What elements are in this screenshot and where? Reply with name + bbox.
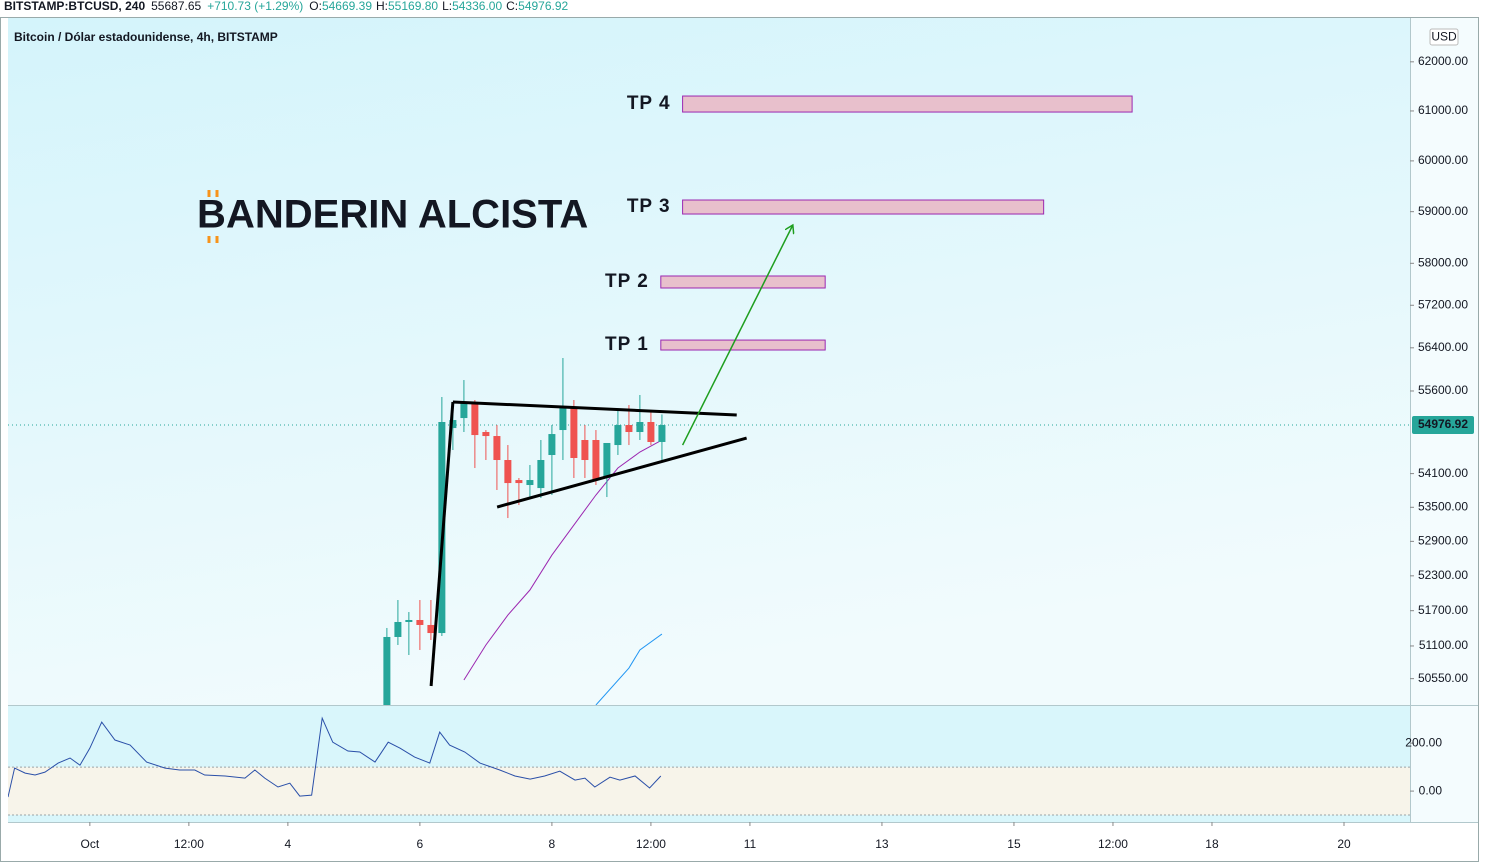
- ohlc-label: L:: [442, 0, 452, 13]
- candle-body: [449, 420, 457, 429]
- target-label: TP 3: [627, 196, 671, 217]
- ohlc-value: 54669.39: [322, 0, 372, 13]
- x-tick-label: 18: [1205, 837, 1219, 851]
- main-plot: TP 4 TP 3 TP 2 TP 1: [8, 93, 1410, 705]
- candle-body: [647, 422, 655, 442]
- x-tick-label: 12:00: [636, 837, 666, 851]
- x-tick-label: 20: [1337, 837, 1351, 851]
- y-tick-label: 57200.00: [1418, 297, 1468, 311]
- target-label: TP 1: [605, 334, 649, 355]
- chart-title: Bitcoin / Dólar estadounidense, 4h, BITS…: [14, 30, 278, 44]
- frame: [0, 17, 1479, 862]
- y-tick-label: 0.00: [1419, 783, 1443, 797]
- trend-line: [429, 401, 455, 687]
- candle-body: [383, 636, 391, 705]
- target-label: TP 4: [627, 93, 671, 114]
- currency: USD: [1431, 30, 1457, 44]
- moving-average: [595, 633, 663, 705]
- trend-line: [452, 400, 737, 417]
- symbol: BITSTAMP:BTCUSD, 240: [4, 0, 145, 13]
- target-label: TP 2: [605, 271, 649, 292]
- y-tick-label: 50550.00: [1418, 671, 1468, 685]
- x-tick-label: 4: [285, 837, 292, 851]
- moving-average: [463, 439, 663, 681]
- x-tick-label: 15: [1007, 837, 1021, 851]
- ohlc-label: O:: [309, 0, 322, 13]
- trend-line: [496, 436, 748, 509]
- y-tick-label: 59000.00: [1418, 204, 1468, 218]
- ohlc-value: 55169.80: [388, 0, 438, 13]
- candle-body: [504, 460, 512, 484]
- y-tick-label: 61000.00: [1418, 103, 1468, 117]
- banner: B ANDERIN ALCISTA: [197, 190, 588, 243]
- candle-body: [559, 406, 567, 431]
- x-tick-label: 12:00: [174, 837, 204, 851]
- candle-body: [570, 406, 578, 459]
- banner-text: ANDERIN ALCISTA: [226, 193, 588, 237]
- candle-body: [581, 440, 589, 461]
- target-zone: [660, 339, 826, 351]
- y-tick-label: 60000.00: [1418, 153, 1468, 167]
- y-tick-label: 62000.00: [1418, 54, 1468, 68]
- candle-body: [460, 402, 468, 419]
- ohlc-value: 54976.92: [518, 0, 568, 13]
- candle-body: [592, 440, 600, 481]
- ohlc-label: C:: [506, 0, 518, 13]
- y-tick-label: 56400.00: [1418, 340, 1468, 354]
- candle-body: [394, 621, 402, 637]
- y-tick-label: 52300.00: [1418, 568, 1468, 582]
- band-fill: [8, 767, 1410, 816]
- candle-body: [526, 480, 534, 486]
- candle-body: [548, 434, 556, 456]
- ohlc-value: 54336.00: [452, 0, 502, 13]
- x-tick-label: Oct: [81, 837, 100, 851]
- x-tick-label: 6: [417, 837, 424, 851]
- y-tick-label: 200.00: [1405, 735, 1442, 749]
- y-tick-label: 51100.00: [1419, 638, 1468, 652]
- last-price-badge: [1412, 416, 1474, 435]
- candle-body: [416, 619, 424, 625]
- candle-body: [471, 404, 479, 436]
- target-zone: [660, 275, 826, 289]
- ohlc-label: H:: [376, 0, 388, 13]
- candle-body: [614, 425, 622, 446]
- target-zone: [682, 199, 1045, 215]
- candle-body: [636, 422, 644, 433]
- x-tick-label: 11: [744, 837, 757, 851]
- oscillator-plot: [8, 716, 1410, 816]
- target-zone: [682, 95, 1133, 113]
- candle-body: [658, 425, 666, 442]
- candle-body: [405, 619, 413, 622]
- x-tick-label: 13: [875, 837, 889, 851]
- oscillator-line: [8, 716, 662, 798]
- candle-body: [537, 460, 545, 489]
- price: 55687.65: [151, 0, 201, 13]
- candle-body: [427, 624, 435, 634]
- candle-body: [482, 432, 490, 437]
- currency-box[interactable]: [1429, 28, 1459, 46]
- change: +710.73 (+1.29%): [207, 0, 303, 13]
- y-tick-label: 53500.00: [1418, 499, 1468, 513]
- last-price-label: 54976.92: [1418, 417, 1468, 431]
- banner-logo: B: [197, 193, 226, 237]
- y-tick-label: 51700.00: [1418, 603, 1468, 617]
- candle-body: [625, 425, 633, 433]
- y-tick-label: 55600.00: [1418, 383, 1468, 397]
- header: BITSTAMP:BTCUSD, 240 55687.65 +710.73 (+1.…: [4, 0, 569, 13]
- main-pane: [8, 18, 1410, 705]
- candle-body: [493, 436, 501, 461]
- candle-body: [515, 480, 523, 484]
- axes: 62000.00 61000.00 60000.00 59000.00 58000.00…: [81, 54, 1474, 851]
- x-tick-label: 12:00: [1098, 837, 1128, 851]
- y-tick-label: 58000.00: [1418, 255, 1468, 269]
- y-tick-label: 54100.00: [1418, 466, 1468, 480]
- projection-arrow: [681, 225, 793, 446]
- y-tick-label: 52900.00: [1418, 534, 1468, 548]
- x-tick-label: 8: [549, 837, 556, 851]
- candle-body: [603, 442, 611, 479]
